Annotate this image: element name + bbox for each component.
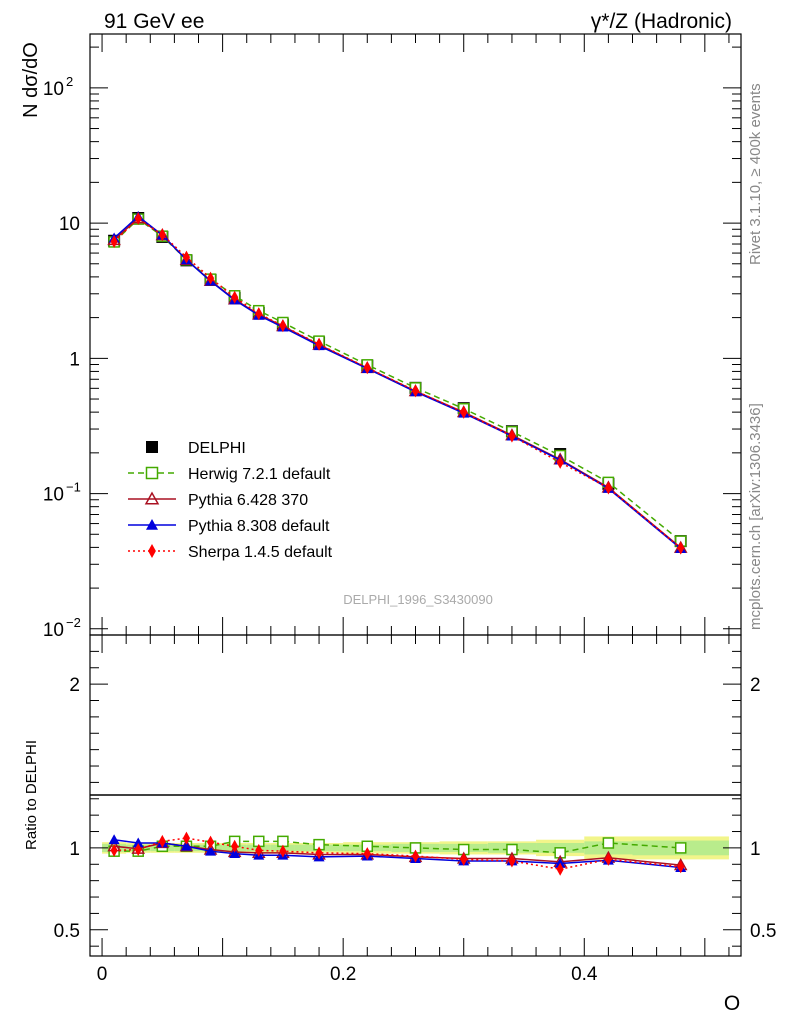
ratio-point-sherpa-1-4-5-default (556, 862, 564, 876)
ratio-point-pythia-8-308-default (132, 837, 144, 848)
ratio-y-tick-label-left: 1 (69, 839, 80, 860)
ratio-point-sherpa-1-4-5-default (508, 854, 516, 868)
main-point-sherpa-1-4-5-default (158, 228, 166, 242)
main-y-tick-label: 10 (59, 214, 80, 235)
ratio-series-sherpa-1-4-5-default (110, 831, 685, 876)
legend-marker-sherpa-1-4-5-default (148, 544, 156, 558)
main-y-tick-label: 10 (43, 485, 64, 506)
main-series-sherpa-1-4-5-default (110, 212, 685, 555)
ratio-point-sherpa-1-4-5-default (206, 835, 215, 849)
legend-label-herwig-7-2-1-default: Herwig 7.2.1 default (188, 466, 331, 483)
ratio-point-sherpa-1-4-5-default (182, 831, 191, 845)
ratio-point-herwig-7-2-1-default (602, 837, 615, 849)
main-point-sherpa-1-4-5-default (110, 235, 118, 249)
ratio-point-sherpa-1-4-5-default (677, 860, 685, 874)
main-point-sherpa-1-4-5-default (279, 319, 287, 333)
ratio-point-pythia-8-308-default (205, 845, 217, 856)
main-point-sherpa-1-4-5-default (315, 337, 323, 351)
main-point-sherpa-1-4-5-default (206, 271, 215, 285)
main-point-sherpa-1-4-5-default (134, 212, 142, 226)
main-point-sherpa-1-4-5-default (255, 307, 263, 321)
ratio-point-pythia-8-308-default (180, 840, 192, 851)
ratio-point-sherpa-1-4-5-default (134, 843, 142, 857)
legend-label-pythia-8-308-default: Pythia 8.308 default (188, 518, 330, 535)
ratio-point-sherpa-1-4-5-default (231, 839, 239, 853)
process-energy-title: 91 GeV ee (104, 10, 204, 33)
ratio-line-herwig-7-2-1-default (114, 840, 681, 854)
main-point-sherpa-1-4-5-default (604, 481, 612, 495)
main-line-pythia-8-308-default (113, 215, 682, 550)
ratio-series-pythia-8-308-default (108, 834, 687, 872)
ratio-axis-ticks (90, 635, 741, 956)
ratio-y-tick-label-left: 0.5 (54, 921, 80, 942)
ratio-point-sherpa-1-4-5-default (315, 846, 323, 860)
rivet-version-label: Rivet 3.1.10, ≥ 400k events (747, 83, 764, 265)
main-y-tick-exponent: 2 (66, 74, 73, 89)
ratio-y-tick-label-right: 1 (750, 839, 761, 860)
ratio-point-sherpa-1-4-5-default (604, 852, 612, 866)
ratio-point-pythia-8-308-default (108, 834, 120, 845)
main-y-tick-label: 10 (43, 79, 64, 100)
x-tick-label: 0 (97, 964, 108, 985)
main-point-sherpa-1-4-5-default (231, 290, 239, 304)
ratio-y-axis-label: Ratio to DELPHI (23, 740, 40, 850)
x-axis-label: O (724, 992, 740, 1015)
ratio-plot-frame (89, 634, 742, 957)
analysis-id-watermark: DELPHI_1996_S3430090 (343, 592, 493, 607)
main-line-herwig-7-2-1-default (113, 218, 682, 542)
main-point-sherpa-1-4-5-default (182, 250, 191, 264)
ratio-y-tick-label-right: 0.5 (750, 921, 776, 942)
ratio-point-sherpa-1-4-5-default (158, 834, 166, 848)
ratio-panel: 0.5 0.5 1 1 2 2 0 0.2 0.4 Ratio to DELPHI O (23, 634, 777, 1015)
ratio-line-sherpa-1-4-5-default (114, 837, 681, 870)
legend: DELPHI Herwig 7.2.1 default Pythia 6.428 3… (128, 440, 333, 561)
legend-marker-herwig-7-2-1-default (145, 466, 159, 480)
ratio-point-sherpa-1-4-5-default (279, 844, 287, 858)
ratio-point-pythia-8-308-default (229, 848, 241, 859)
main-point-sherpa-1-4-5-default (411, 384, 420, 398)
legend-marker-delphi (146, 441, 158, 453)
ratio-line-pythia-8-308-default (114, 838, 681, 869)
main-y-tick-label: 10 (43, 620, 64, 641)
legend-label-pythia-6-428-370: Pythia 6.428 370 (188, 492, 308, 509)
ratio-point-herwig-7-2-1-default (674, 842, 687, 854)
main-point-sherpa-1-4-5-default (363, 361, 371, 375)
ratio-point-sherpa-1-4-5-default (255, 843, 263, 857)
main-point-sherpa-1-4-5-default (677, 541, 685, 555)
legend-label-sherpa-1-4-5-default: Sherpa 1.4.5 default (188, 544, 333, 561)
main-y-ticks (90, 34, 741, 635)
legend-marker-pythia-6-428-370 (144, 491, 160, 505)
main-y-axis-label: N dσ/dO (20, 42, 42, 118)
main-y-tick-label: 1 (69, 349, 80, 370)
ratio-y-tick-label-left: 2 (69, 675, 80, 696)
legend-entry-delphi: DELPHI (146, 440, 246, 457)
legend-marker-pythia-8-308-default (146, 519, 158, 530)
main-y-tick-exponent: −2 (66, 615, 81, 630)
main-y-tick-exponent: −1 (66, 480, 81, 495)
main-point-sherpa-1-4-5-default (556, 455, 564, 469)
main-line-sherpa-1-4-5-default (113, 217, 682, 549)
main-point-sherpa-1-4-5-default (460, 405, 468, 419)
main-series-group (107, 210, 688, 555)
ratio-series-group (107, 831, 688, 876)
legend-entry-pythia-6-428-370: Pythia 6.428 370 (128, 491, 308, 509)
mcplots-reference-label: mcplots.cern.ch [arXiv:1306.3436] (747, 403, 764, 630)
x-tick-label: 0.4 (571, 964, 598, 985)
ratio-point-sherpa-1-4-5-default (363, 847, 371, 861)
legend-label-delphi: DELPHI (188, 440, 246, 457)
ratio-y-tick-label-right: 2 (750, 675, 761, 696)
ratio-point-sherpa-1-4-5-default (460, 852, 468, 866)
ratio-tick-labels: 0.5 0.5 1 1 2 2 0 0.2 0.4 (54, 675, 777, 985)
legend-entry-sherpa-1-4-5-default: Sherpa 1.4.5 default (128, 544, 333, 561)
legend-entry-herwig-7-2-1-default: Herwig 7.2.1 default (128, 466, 331, 483)
process-type-title: γ*/Z (Hadronic) (591, 10, 732, 33)
legend-entry-pythia-8-308-default: Pythia 8.308 default (128, 518, 330, 535)
main-point-sherpa-1-4-5-default (508, 429, 516, 443)
ratio-point-sherpa-1-4-5-default (411, 849, 420, 863)
ratio-point-sherpa-1-4-5-default (110, 843, 118, 857)
x-tick-label: 0.2 (330, 964, 356, 985)
